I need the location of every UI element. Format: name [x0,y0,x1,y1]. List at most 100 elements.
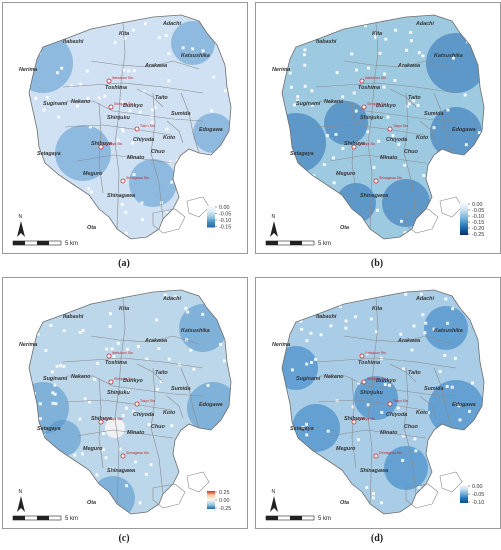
no-data-speck [355,234,359,237]
no-data-speck [405,104,409,108]
north-label: N [19,489,23,495]
no-data-speck [96,361,100,365]
station-marker: Shinjuku Stn. [108,102,134,110]
no-data-speck [393,78,397,82]
no-data-speck [144,472,148,476]
no-data-speck [352,91,356,95]
intensity-patch [382,179,430,227]
panel-caption-a: (a) [118,258,130,269]
no-data-speck [380,410,384,414]
no-data-speck [121,129,125,133]
no-data-speck [49,32,53,36]
ward-label: Koto [416,135,429,141]
no-data-speck [62,365,66,369]
no-data-speck [88,125,92,129]
map-panel-d: Itabashi Kita Adachi Nerima Arakawa Katsushik… [255,277,501,529]
no-data-speck [310,89,314,93]
no-data-speck [91,513,95,514]
ward-label: Suginami [296,376,321,382]
no-data-speck [54,402,58,406]
ward-borders [62,297,204,505]
no-data-speck [338,304,342,308]
ward-label: Nakano [324,374,344,380]
legend-tick-label: -0.10 [472,214,484,220]
no-data-speck [438,369,442,373]
station-label: Ikebukuro Stn. [112,76,134,80]
no-data-speck [131,28,135,32]
no-data-speck [81,452,84,456]
no-data-speck [305,339,309,343]
no-data-speck [122,68,126,72]
ward-label: Adachi [162,296,181,302]
no-data-speck [445,385,449,388]
no-data-speck [384,37,388,41]
ward-label: Nerima [272,342,290,348]
no-data-speck [347,218,351,222]
no-data-speck [145,125,149,129]
wards-outline [28,289,232,515]
no-data-speck [33,509,37,513]
no-data-speck [112,355,116,358]
no-data-speck [167,79,171,83]
no-data-speck [126,389,130,393]
scale-label: 5 km [65,241,78,247]
intensity-patch [29,33,73,93]
ward-label: Sumida [424,386,443,392]
no-data-speck [367,66,370,70]
no-data-speck [34,184,38,188]
station-marker: Ikebukuro Stn. [106,76,134,84]
no-data-speck [402,367,405,371]
ward-label: Katsushika [434,328,463,334]
ward-label: Suginami [43,101,68,107]
no-data-speck [446,108,450,112]
no-data-speck [409,31,413,34]
wards-outline [281,14,485,240]
no-data-speck [394,28,398,32]
no-data-speck [182,159,186,163]
no-data-speck [312,177,316,181]
no-data-speck [305,464,309,468]
ward-label: Taito [408,95,421,101]
no-data-speck [123,37,127,40]
no-data-speck [163,293,167,297]
no-data-speck [132,69,136,73]
ward-label: Edogawa [199,127,223,133]
no-data-speck [455,183,459,187]
no-data-speck [35,297,39,301]
no-data-speck [467,452,471,456]
no-data-speck [332,156,335,160]
station-marker: Ikebukuro Stn. [359,351,387,359]
legend-tick-label: 0.00 [219,498,230,504]
station-marker: Ikebukuro Stn. [359,76,387,84]
no-data-speck [165,210,169,213]
ward-label: Toshima [358,360,380,366]
no-data-speck [186,310,190,314]
ward-label: Minato [127,155,145,161]
ward-label: Arakawa [144,338,167,344]
no-data-speck [116,139,120,143]
station-label: Shinjuku Stn. [367,102,387,106]
no-data-speck [174,171,178,175]
station-marker: Shibuya Stn. [351,417,376,425]
bay-islands [152,471,210,509]
no-data-speck [454,503,458,507]
intensity-patch [384,446,428,490]
no-data-speck [53,392,57,396]
ward-label: Meguro [83,171,103,177]
scale-bar [265,515,315,521]
north-label: N [272,489,276,495]
ward-borders [62,22,204,230]
no-data-speck [364,24,367,28]
station-marker: Shinagawa Stn. [373,176,403,184]
no-data-speck [167,357,171,361]
no-data-speck [93,377,97,381]
map-panel-a: Itabashi Kita Adachi Nerima Arakawa Katsushik… [2,2,248,254]
no-data-speck [190,220,194,224]
no-data-speck [49,21,53,25]
station-label: Shibuya Stn. [357,142,376,146]
map-panel-b: Itabashi Kita Adachi Nerima Arakawa Katsushik… [255,2,501,254]
ward-label: Chiyoda [386,137,407,143]
no-data-speck [446,321,449,325]
no-data-speck [471,381,474,385]
no-data-speck [67,235,71,239]
